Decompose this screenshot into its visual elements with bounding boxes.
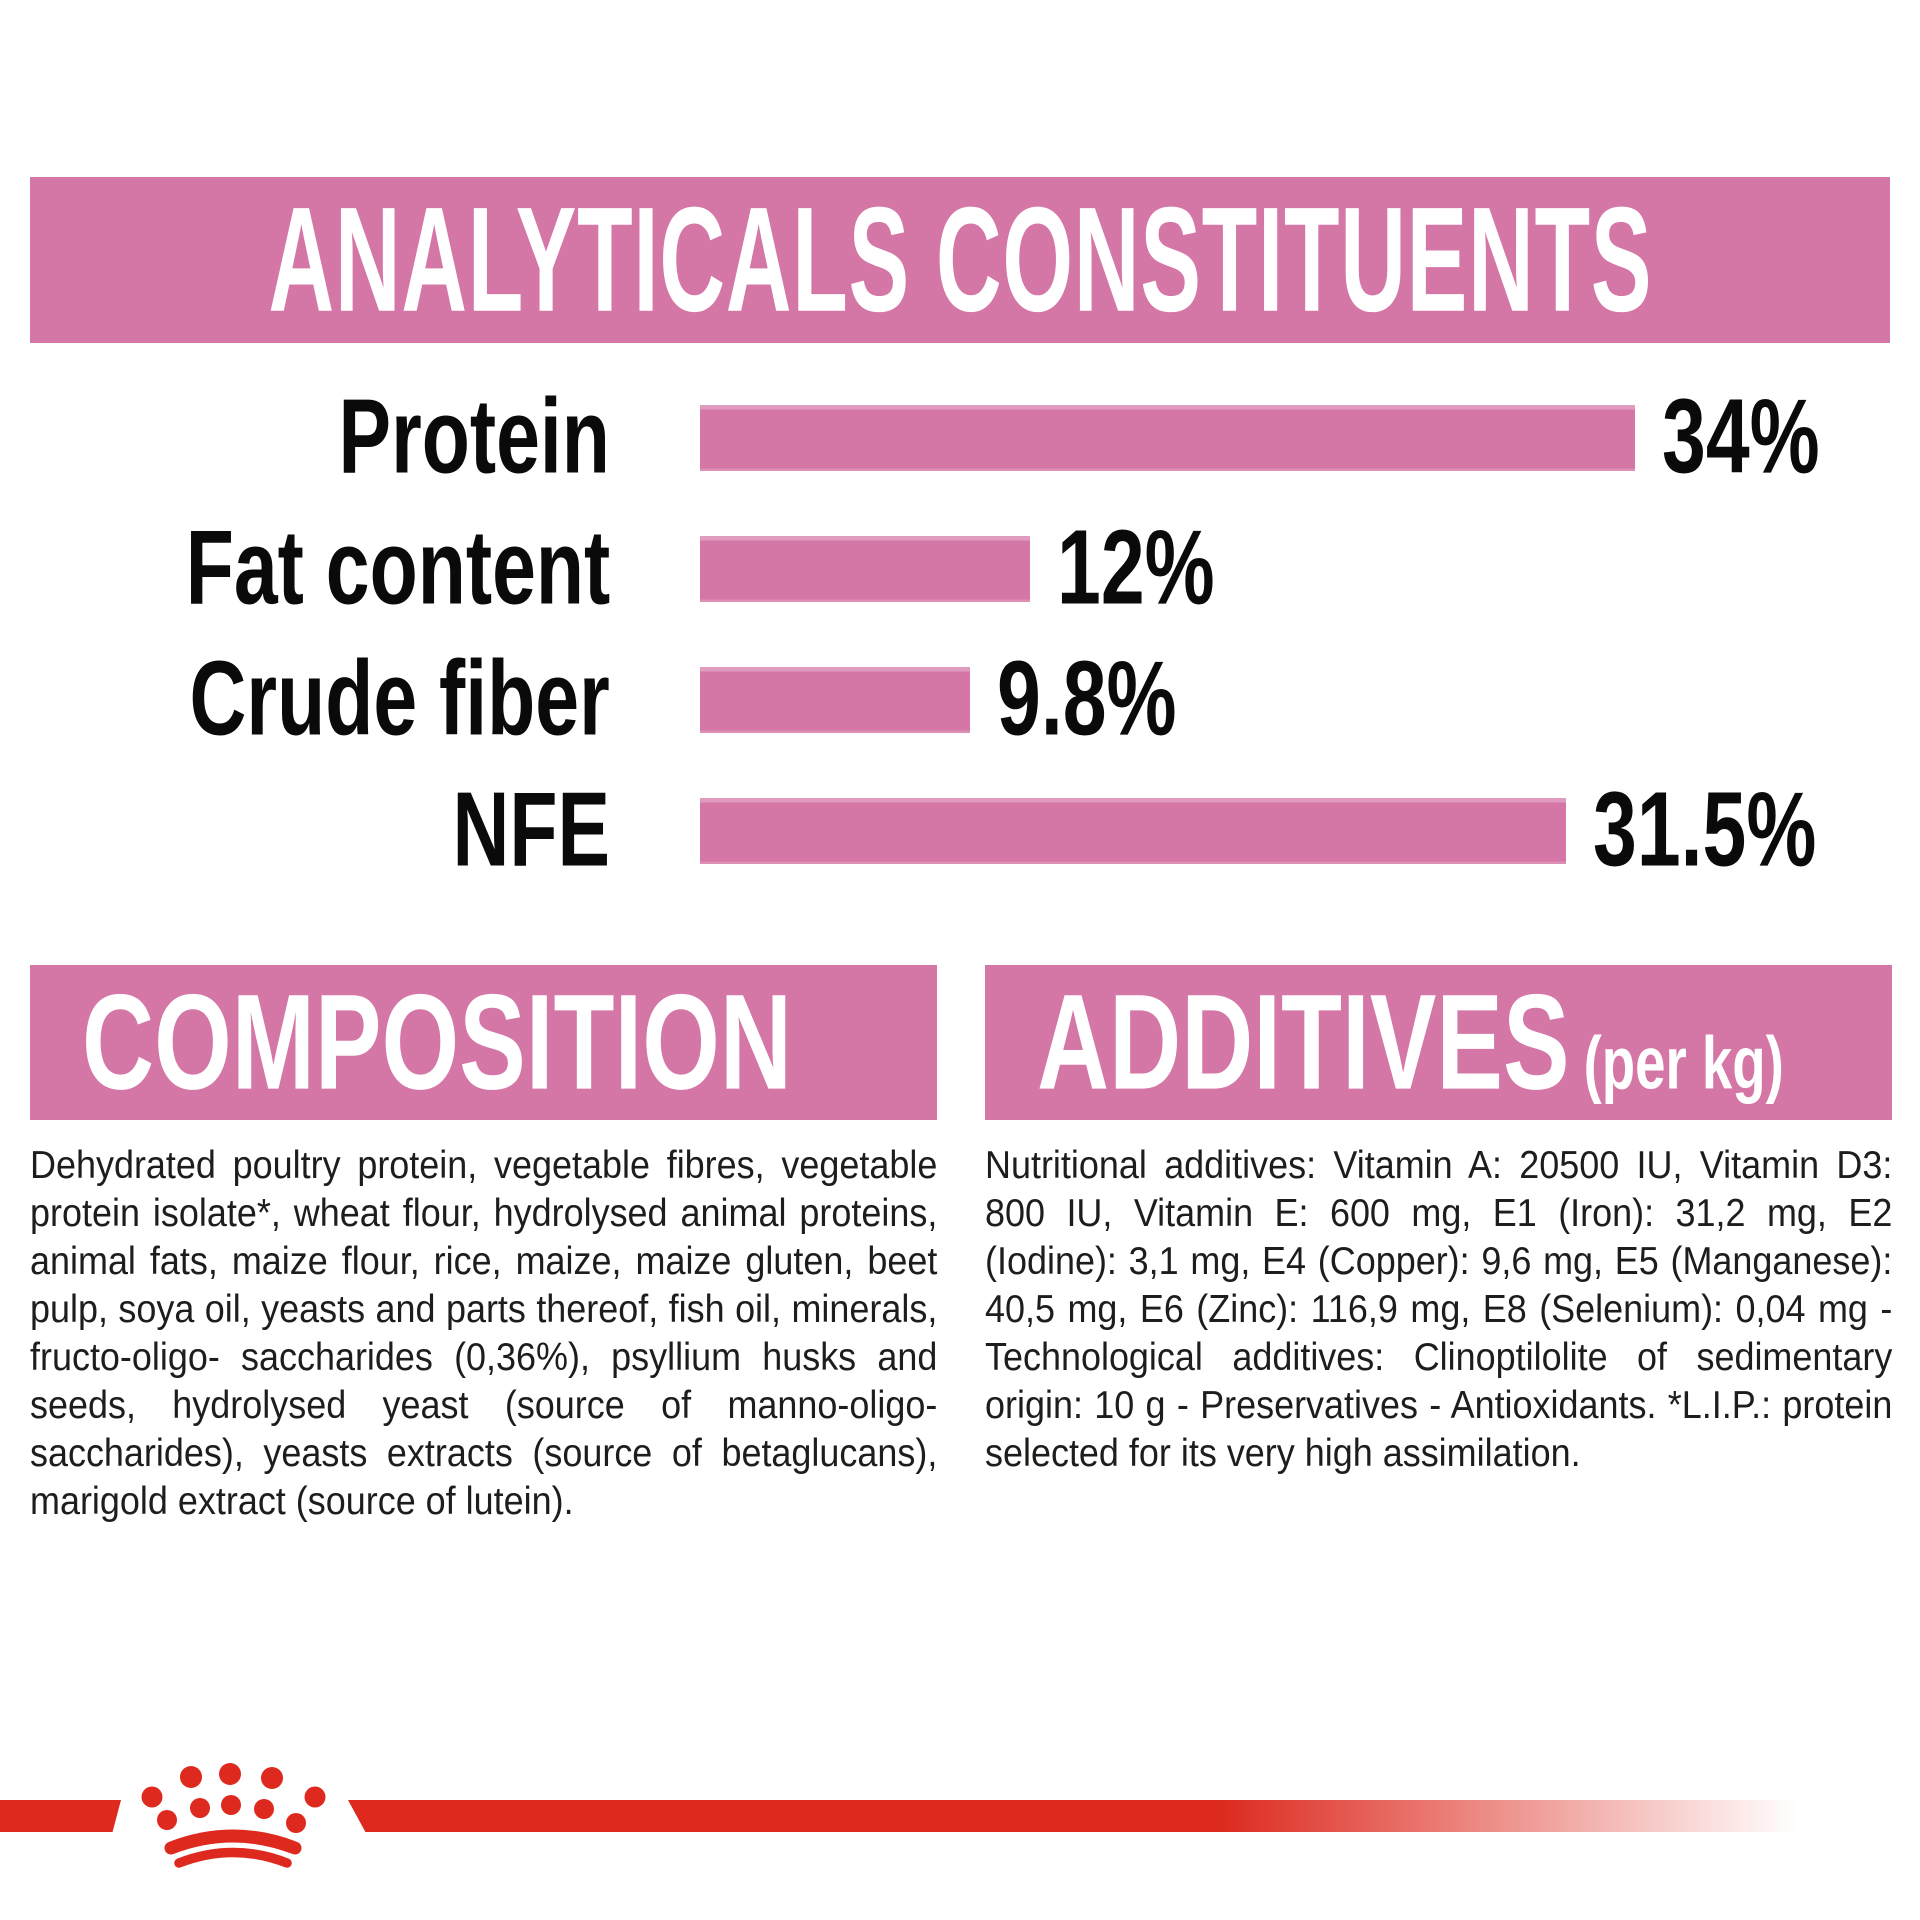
chart-row: Fat content 12%	[0, 503, 1920, 634]
chart-value-label-text: 12%	[1057, 509, 1215, 627]
chart-bar-wrap: 34%	[700, 378, 1864, 496]
chart-row: Protein 34%	[0, 372, 1920, 503]
chart-category-label: Protein	[0, 378, 610, 496]
chart-row: NFE 31.5%	[0, 765, 1920, 896]
chart-category-label: NFE	[0, 771, 610, 889]
info-columns: COMPOSITION Dehydrated poultry protein, …	[30, 965, 1892, 1526]
chart-bar-wrap: 9.8%	[700, 640, 1227, 758]
chart-value-label: 34%	[1662, 378, 1864, 496]
additives-text: Nutritional additives: Vitamin A: 20500 …	[985, 1144, 1893, 1475]
brand-line-right	[348, 1800, 1798, 1832]
chart-bar	[700, 797, 1566, 864]
analyticals-header-band: ANALYTICALS CONSTITUENTS	[30, 176, 1890, 343]
composition-section: COMPOSITION Dehydrated poultry protein, …	[30, 965, 937, 1526]
composition-header-band: COMPOSITION	[30, 965, 937, 1120]
chart-value-label-text: 34%	[1662, 378, 1820, 496]
royal-canin-crown-icon	[141, 1763, 326, 1868]
chart-category-label-text: Fat content	[185, 509, 610, 627]
chart-category-label-text: Crude fiber	[189, 640, 610, 758]
chart-value-label-text: 31.5%	[1593, 771, 1817, 889]
composition-title: COMPOSITION	[82, 966, 792, 1119]
chart-bar-wrap: 12%	[700, 509, 1259, 627]
chart-bar	[700, 404, 1635, 471]
chart-category-label: Crude fiber	[0, 640, 610, 758]
additives-header-band: ADDITIVES (per kg)	[985, 965, 1892, 1120]
chart-value-label: 12%	[1057, 509, 1259, 627]
chart-bar	[700, 666, 970, 733]
analyticals-chart: Protein 34% Fat content 12% Crude fiber 9.8% N…	[0, 372, 1920, 896]
chart-category-label-text: NFE	[452, 771, 610, 889]
chart-row: Crude fiber 9.8%	[0, 634, 1920, 765]
analyticals-title: ANALYTICALS CONSTITUENTS	[268, 176, 1652, 343]
chart-bar	[700, 535, 1030, 602]
composition-text: Dehydrated poultry protein, vegetable fi…	[30, 1144, 938, 1523]
additives-title: ADDITIVES	[1037, 966, 1570, 1119]
chart-value-label: 9.8%	[997, 640, 1227, 758]
chart-category-label-text: Protein	[338, 378, 610, 496]
additives-title-wrap: ADDITIVES (per kg)	[1037, 965, 1784, 1121]
additives-section: ADDITIVES (per kg) Nutritional additives:…	[985, 965, 1892, 1478]
chart-category-label: Fat content	[0, 509, 610, 627]
chart-value-label: 31.5%	[1593, 771, 1879, 889]
additives-title-suffix: (per kg)	[1583, 1021, 1784, 1105]
chart-bar-wrap: 31.5%	[700, 771, 1879, 889]
brand-line-left	[0, 1800, 121, 1832]
chart-value-label-text: 9.8%	[997, 640, 1177, 758]
